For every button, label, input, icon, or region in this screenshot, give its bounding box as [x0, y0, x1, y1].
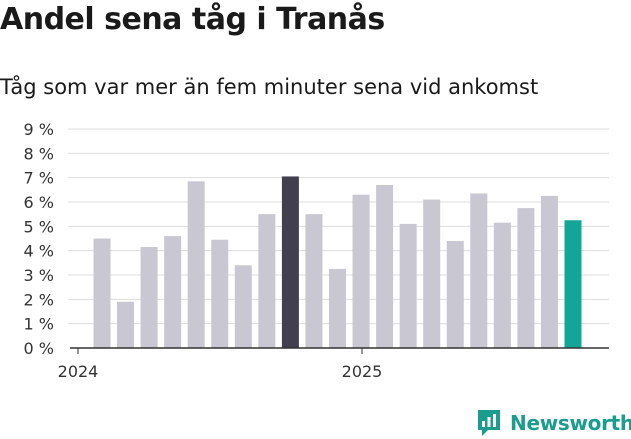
chart-subtitle: Tåg som var mer än fem minuter sena vid … [0, 75, 539, 99]
bar [329, 268, 346, 348]
x-tick-label: 2024 [58, 362, 99, 381]
x-tick-label: 2025 [342, 362, 383, 381]
brand-logo: Newsworthy [476, 407, 631, 439]
bar [423, 199, 441, 348]
bar [564, 220, 582, 348]
y-tick-label: 1 % [24, 315, 54, 334]
y-tick-label: 3 % [24, 266, 54, 285]
bar [540, 195, 558, 348]
bar [164, 236, 182, 348]
y-tick-label: 2 % [24, 290, 54, 309]
bar [93, 238, 111, 348]
bar [140, 247, 158, 348]
y-tick-label: 6 % [24, 193, 54, 212]
bar-chart: 0 % 1 % 2 % 3 % 4 % 5 % 6 % 7 % 8 % 9 % 2024 2025 [24, 120, 609, 381]
bar [352, 194, 370, 348]
y-tick-label: 0 % [24, 339, 54, 358]
bar [376, 184, 394, 348]
bar [446, 240, 464, 348]
y-tick-label: 9 % [24, 120, 54, 139]
bar [211, 239, 229, 348]
newsworthy-logo-icon [478, 410, 500, 436]
bar [493, 222, 511, 348]
bar [187, 181, 205, 348]
bar [470, 193, 488, 348]
y-tick-label: 5 % [24, 217, 54, 236]
bar [399, 223, 417, 348]
bar [517, 208, 535, 348]
bar [117, 301, 135, 348]
bar [305, 214, 323, 348]
bar [281, 176, 299, 348]
brand-name: Newsworthy [510, 411, 631, 435]
y-tick-label: 7 % [24, 169, 54, 188]
bar [234, 265, 252, 348]
y-tick-label: 8 % [24, 144, 54, 163]
chart-title: Andel sena tåg i Tranås [0, 2, 385, 37]
bar [258, 214, 276, 348]
y-tick-label: 4 % [24, 242, 54, 261]
